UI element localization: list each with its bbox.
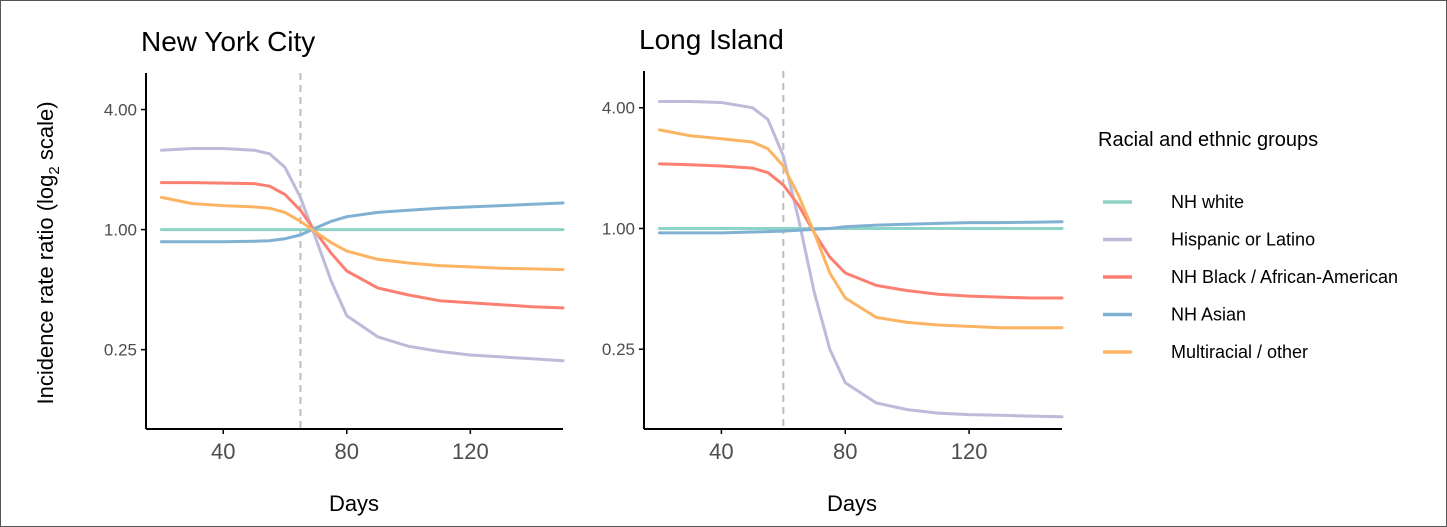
series-line-nh-black-african-american [159, 181, 565, 310]
series-line-hispanic-or-latino [159, 147, 565, 363]
legend-entry-nh-black-african-american: NH Black / African-American [1171, 267, 1398, 287]
y-tick-label: 0.25 [104, 341, 137, 360]
legend-entry-nh-asian: NH Asian [1171, 305, 1246, 325]
panel-title: New York City [141, 26, 315, 57]
y-axis-label: Incidence rate ratio (log2 scale) [33, 101, 63, 404]
series-line-multiracial-other [159, 195, 565, 272]
legend: Racial and ethnic groups NH white Hispani… [1098, 129, 1398, 362]
panel-long-island: Long Island Days 0.25 1.00 4.00 40 80 120 [602, 24, 1064, 516]
legend-entry-hispanic-or-latino: Hispanic or Latino [1171, 230, 1315, 250]
y-axis-label-prefix: Incidence rate ratio (log [33, 175, 58, 405]
x-tick-label: 120 [951, 439, 988, 464]
panel-new-york-city: New York City Days 0.25 1.00 4.00 40 80 120 [104, 26, 565, 516]
legend-entry-nh-white: NH white [1171, 192, 1244, 212]
x-tick-label: 40 [211, 439, 235, 464]
x-tick-label: 80 [335, 439, 359, 464]
y-tick-label: 4.00 [104, 101, 137, 120]
y-axis-label-suffix: scale) [33, 101, 58, 166]
x-tick-label: 120 [452, 439, 489, 464]
y-tick-label: 1.00 [602, 219, 635, 238]
y-tick-label: 0.25 [602, 340, 635, 359]
series-line-nh-black-african-american [658, 162, 1064, 300]
legend-entry-multiracial-other: Multiracial / other [1171, 342, 1308, 362]
y-tick-label: 1.00 [104, 221, 137, 240]
series-line-multiracial-other [658, 128, 1064, 330]
x-axis-label: Days [329, 491, 379, 516]
series-line-hispanic-or-latino [658, 100, 1064, 419]
panel-title: Long Island [639, 24, 784, 55]
legend-title: Racial and ethnic groups [1098, 129, 1318, 151]
y-axis-label-subscript: 2 [46, 166, 63, 174]
x-tick-label: 80 [833, 439, 857, 464]
x-tick-label: 40 [709, 439, 733, 464]
series-line-nh-asian [159, 201, 565, 244]
x-axis-label: Days [827, 491, 877, 516]
y-tick-label: 4.00 [602, 99, 635, 118]
series-line-nh-asian [658, 220, 1064, 235]
